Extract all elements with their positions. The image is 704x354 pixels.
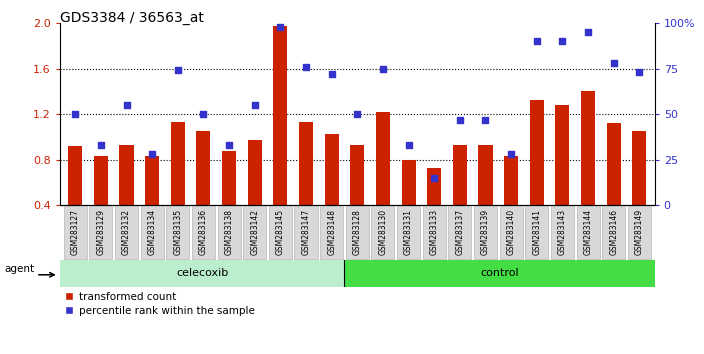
Text: GSM283139: GSM283139 [481,209,490,255]
Text: GSM283132: GSM283132 [122,209,131,255]
Text: GSM283140: GSM283140 [507,209,515,255]
Text: celecoxib: celecoxib [176,268,228,279]
FancyBboxPatch shape [141,206,164,259]
Bar [376,112,390,251]
Point [198,111,209,117]
Bar [479,145,493,251]
FancyBboxPatch shape [628,206,651,259]
Legend: transformed count, percentile rank within the sample: transformed count, percentile rank withi… [65,292,254,316]
FancyBboxPatch shape [294,206,318,259]
FancyBboxPatch shape [115,206,138,259]
Point [403,142,414,148]
Point [608,60,620,66]
Point [454,117,465,122]
Text: GSM283143: GSM283143 [558,209,567,255]
Text: GSM283133: GSM283133 [429,209,439,255]
Text: GSM283145: GSM283145 [276,209,285,255]
FancyBboxPatch shape [500,206,522,259]
Bar [401,160,415,251]
Bar [299,122,313,251]
Text: GSM283144: GSM283144 [584,209,593,255]
Point [301,64,312,70]
Text: GSM283148: GSM283148 [327,209,336,255]
Point [326,71,337,77]
Text: GSM283127: GSM283127 [70,209,80,255]
Text: GSM283136: GSM283136 [199,209,208,255]
Point [505,152,517,157]
FancyBboxPatch shape [269,206,292,259]
Point [146,152,158,157]
Text: GSM283129: GSM283129 [96,209,106,255]
Text: GSM283135: GSM283135 [173,209,182,255]
Bar [68,146,82,251]
FancyBboxPatch shape [320,206,343,259]
Bar [171,122,185,251]
Bar [94,156,108,251]
Bar [632,131,646,251]
FancyBboxPatch shape [63,206,87,259]
Bar [427,168,441,251]
Bar [453,145,467,251]
Point [223,142,234,148]
Text: GSM283149: GSM283149 [635,209,644,255]
Bar [120,145,134,251]
Text: GSM283146: GSM283146 [609,209,618,255]
Point [582,29,593,35]
Bar [325,133,339,251]
FancyBboxPatch shape [577,206,600,259]
FancyBboxPatch shape [551,206,574,259]
Point [249,102,260,108]
Bar [145,156,159,251]
Text: GSM283137: GSM283137 [455,209,465,255]
FancyBboxPatch shape [89,206,113,259]
Text: GSM283147: GSM283147 [301,209,310,255]
Bar [196,131,210,251]
FancyBboxPatch shape [422,206,446,259]
Text: GSM283138: GSM283138 [225,209,234,255]
Bar [350,145,365,251]
FancyBboxPatch shape [474,206,497,259]
Point [557,38,568,44]
FancyBboxPatch shape [218,206,241,259]
FancyBboxPatch shape [602,206,625,259]
Point [377,66,389,72]
Bar [504,156,518,251]
Text: GSM283142: GSM283142 [250,209,259,255]
Point [429,175,440,181]
Bar [555,105,570,251]
Point [70,111,81,117]
Text: GSM283130: GSM283130 [379,209,387,255]
Text: GSM283134: GSM283134 [148,209,157,255]
Text: GSM283128: GSM283128 [353,209,362,255]
Point [275,24,286,29]
FancyBboxPatch shape [344,260,655,287]
FancyBboxPatch shape [60,260,344,287]
FancyBboxPatch shape [397,206,420,259]
FancyBboxPatch shape [346,206,369,259]
Point [531,38,542,44]
Bar [581,91,595,251]
Point [480,117,491,122]
Point [172,68,184,73]
Text: GDS3384 / 36563_at: GDS3384 / 36563_at [60,11,203,25]
Point [351,111,363,117]
FancyBboxPatch shape [448,206,472,259]
Point [95,142,106,148]
Bar [273,27,287,251]
Point [121,102,132,108]
Text: agent: agent [5,264,35,274]
Text: GSM283131: GSM283131 [404,209,413,255]
Text: control: control [480,268,519,279]
Point [634,69,645,75]
FancyBboxPatch shape [166,206,189,259]
FancyBboxPatch shape [192,206,215,259]
FancyBboxPatch shape [372,206,394,259]
Bar [529,101,543,251]
FancyBboxPatch shape [243,206,266,259]
Bar [607,123,621,251]
Bar [248,141,262,251]
Bar [222,151,236,251]
Text: GSM283141: GSM283141 [532,209,541,255]
FancyBboxPatch shape [525,206,548,259]
